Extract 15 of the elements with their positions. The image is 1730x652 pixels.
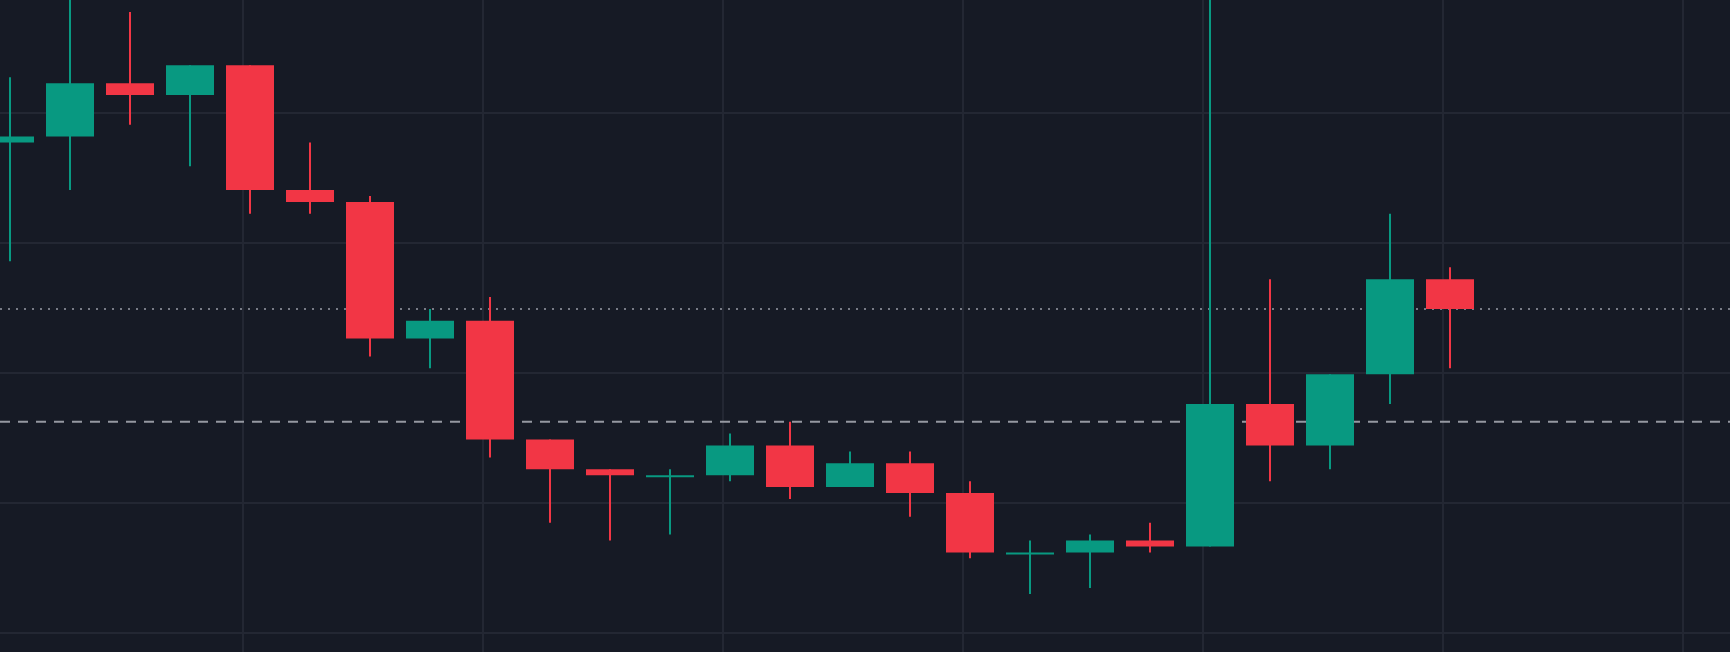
candlestick [166,64,214,168]
candlestick [1426,266,1474,370]
candlestick [1006,539,1054,595]
candlestick [406,307,454,370]
candlestick [526,438,574,524]
candlestick [886,450,934,518]
candlestick [106,10,154,126]
candlestick [826,450,874,489]
candlestick [766,420,814,500]
candlestick [586,468,634,542]
candlestick [1066,533,1114,590]
candlestick [286,141,334,215]
candlestick [706,432,754,483]
candlestick [646,468,694,536]
candlestick [1246,278,1294,483]
